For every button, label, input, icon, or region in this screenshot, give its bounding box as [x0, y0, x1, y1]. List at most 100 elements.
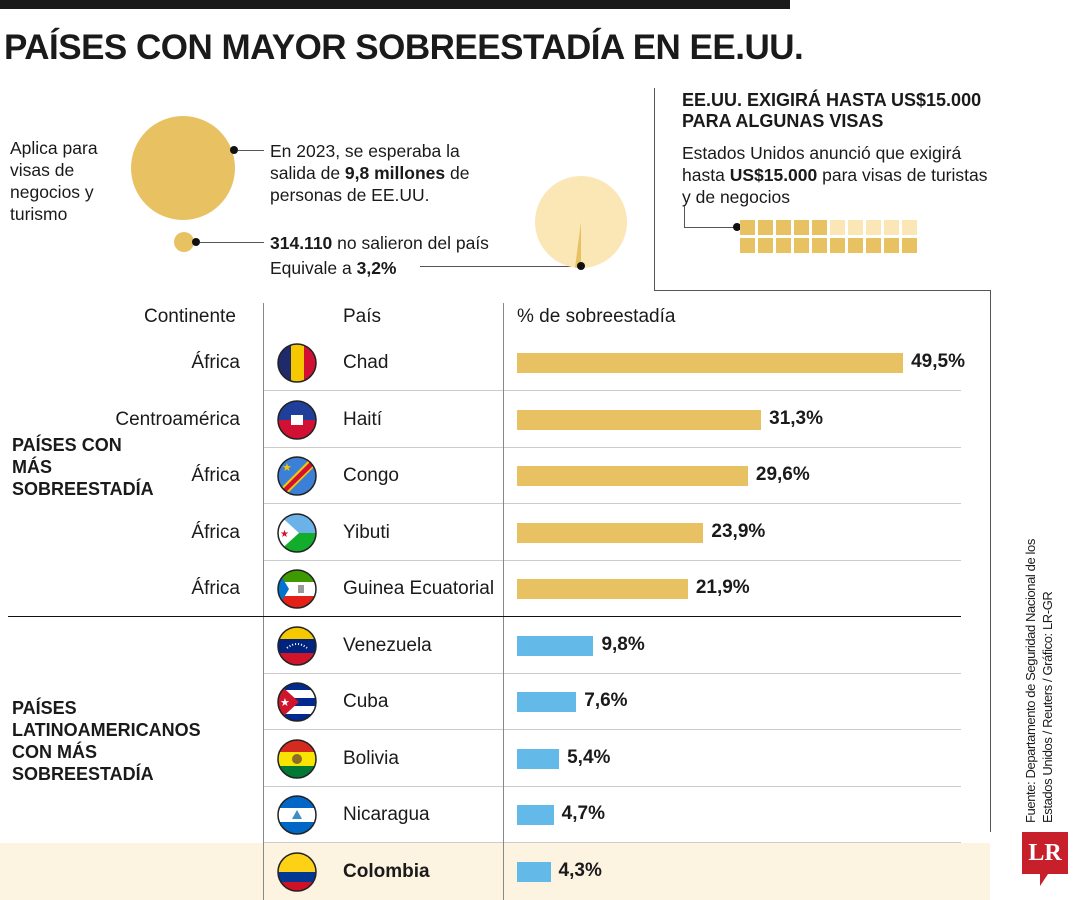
visa-square — [776, 220, 791, 235]
flag-icon: ★ — [277, 682, 317, 722]
big-circle — [131, 116, 235, 220]
small-circle — [174, 232, 194, 252]
continent-label: Centroamérica — [115, 408, 240, 430]
highlight-row-bg — [0, 843, 990, 900]
visa-square — [848, 220, 863, 235]
equiv-text: Equivale a 3,2% — [270, 258, 397, 278]
row-divider — [263, 390, 961, 391]
visa-title: EE.UU. EXIGIRÁ HASTA US$15.000 PARA ALGU… — [682, 90, 982, 131]
country-label: Cuba — [343, 691, 389, 712]
value-label: 49,5% — [911, 351, 965, 372]
visa-square — [794, 220, 809, 235]
value-label: 4,7% — [561, 803, 605, 824]
table-row: Bolivia 5,4% — [0, 731, 990, 787]
col-divider — [263, 303, 264, 900]
stayed-text: 314.110 no salieron del país — [270, 233, 489, 253]
dot — [230, 146, 238, 154]
bar — [517, 466, 748, 486]
table-row: África ★ Congo 29,6% — [0, 448, 990, 504]
page-title: PAÍSES CON MAYOR SOBREESTADÍA EN EE.UU. — [4, 28, 804, 67]
pie-share — [535, 176, 627, 270]
visa-square — [776, 238, 791, 253]
flag-icon — [277, 569, 317, 609]
continent-label: África — [191, 465, 240, 486]
flag-icon — [277, 738, 317, 779]
visa-text: Estados Unidos anunció que exigirá hasta… — [682, 143, 988, 207]
value-label: 4,3% — [558, 859, 602, 881]
continent-label: África — [191, 578, 240, 599]
row-divider — [263, 503, 961, 504]
country-label: Nicaragua — [343, 804, 430, 825]
visa-square — [902, 220, 917, 235]
svg-text:★: ★ — [280, 697, 290, 709]
applies-text: Aplica para visas de negocios y turismo — [10, 138, 98, 224]
bar — [517, 579, 688, 599]
visa-square — [884, 220, 899, 235]
bar — [517, 635, 594, 656]
country-label: Bolivia — [343, 747, 399, 769]
country-label: Colombia — [343, 860, 430, 882]
value-label: 31,3% — [769, 407, 823, 429]
group-label-top: PAÍSES CON MÁS SOBREESTADÍA — [12, 435, 154, 499]
country-label: Venezuela — [343, 634, 432, 656]
visa-square — [830, 220, 845, 235]
visa-square — [758, 238, 773, 253]
svg-text:★: ★ — [282, 462, 292, 474]
row-divider — [263, 729, 961, 730]
row-divider — [263, 446, 961, 448]
box-border-bottom — [654, 290, 991, 291]
bar — [517, 409, 762, 430]
header-country: País — [343, 306, 382, 327]
table-row: Nicaragua 4,7% — [0, 787, 990, 843]
visa-square — [740, 238, 755, 253]
flag-icon — [277, 399, 317, 440]
value-label: 7,6% — [584, 690, 628, 711]
country-label: Guinea Ecuatorial — [343, 578, 495, 599]
country-label: Yibuti — [343, 521, 390, 543]
visa-square — [812, 220, 827, 235]
visa-square — [866, 220, 881, 235]
box-border-right — [990, 290, 991, 832]
connector — [420, 266, 577, 267]
flag-icon — [277, 851, 317, 892]
col-divider — [503, 303, 504, 900]
flag-icon — [277, 795, 317, 835]
header-pct: % de sobreestadía — [517, 306, 676, 327]
expected-text: En 2023, se esperaba la salida de 9,8 mi… — [270, 141, 470, 205]
table-row: Venezuela 9,8% — [0, 618, 990, 674]
bar — [517, 748, 560, 769]
row-divider — [263, 672, 961, 674]
value-label: 23,9% — [711, 520, 766, 542]
connector — [238, 150, 264, 151]
flag-icon — [277, 343, 317, 383]
visa-square — [848, 238, 863, 253]
dot — [733, 223, 741, 231]
bar — [517, 805, 554, 825]
table-row: Centroamérica Haití 31,3% — [0, 392, 990, 448]
connector — [684, 227, 736, 228]
value-label: 5,4% — [567, 746, 611, 768]
continent-label: África — [191, 521, 240, 543]
group-divider — [8, 616, 961, 617]
connector — [684, 206, 685, 227]
bar — [517, 353, 904, 373]
bar — [517, 522, 704, 543]
group-label-latam: PAÍSES LATINOAMERICANOS CON MÁS SOBREEST… — [12, 698, 201, 784]
value-label: 9,8% — [601, 633, 645, 655]
table-row: África Guinea Ecuatorial 21,9% — [0, 561, 990, 617]
country-label: Chad — [343, 352, 389, 373]
value-label: 29,6% — [755, 464, 810, 485]
source-note: Fuente: Departamento de Seguridad Nacion… — [1023, 539, 1055, 823]
row-divider — [263, 559, 961, 561]
visa-square — [902, 238, 917, 253]
flag-icon: ★ — [277, 512, 317, 553]
header-continent: Continente — [144, 306, 236, 327]
continent-label: África — [191, 352, 240, 373]
lr-logo: LR — [1022, 832, 1068, 874]
svg-text:★: ★ — [280, 529, 289, 540]
visa-square — [866, 238, 881, 253]
box-border-left — [654, 88, 655, 290]
table-row: ★ Cuba 7,6% — [0, 674, 990, 730]
bar — [517, 861, 551, 882]
table-row: África ★ Yibuti 23,9% — [0, 505, 990, 561]
